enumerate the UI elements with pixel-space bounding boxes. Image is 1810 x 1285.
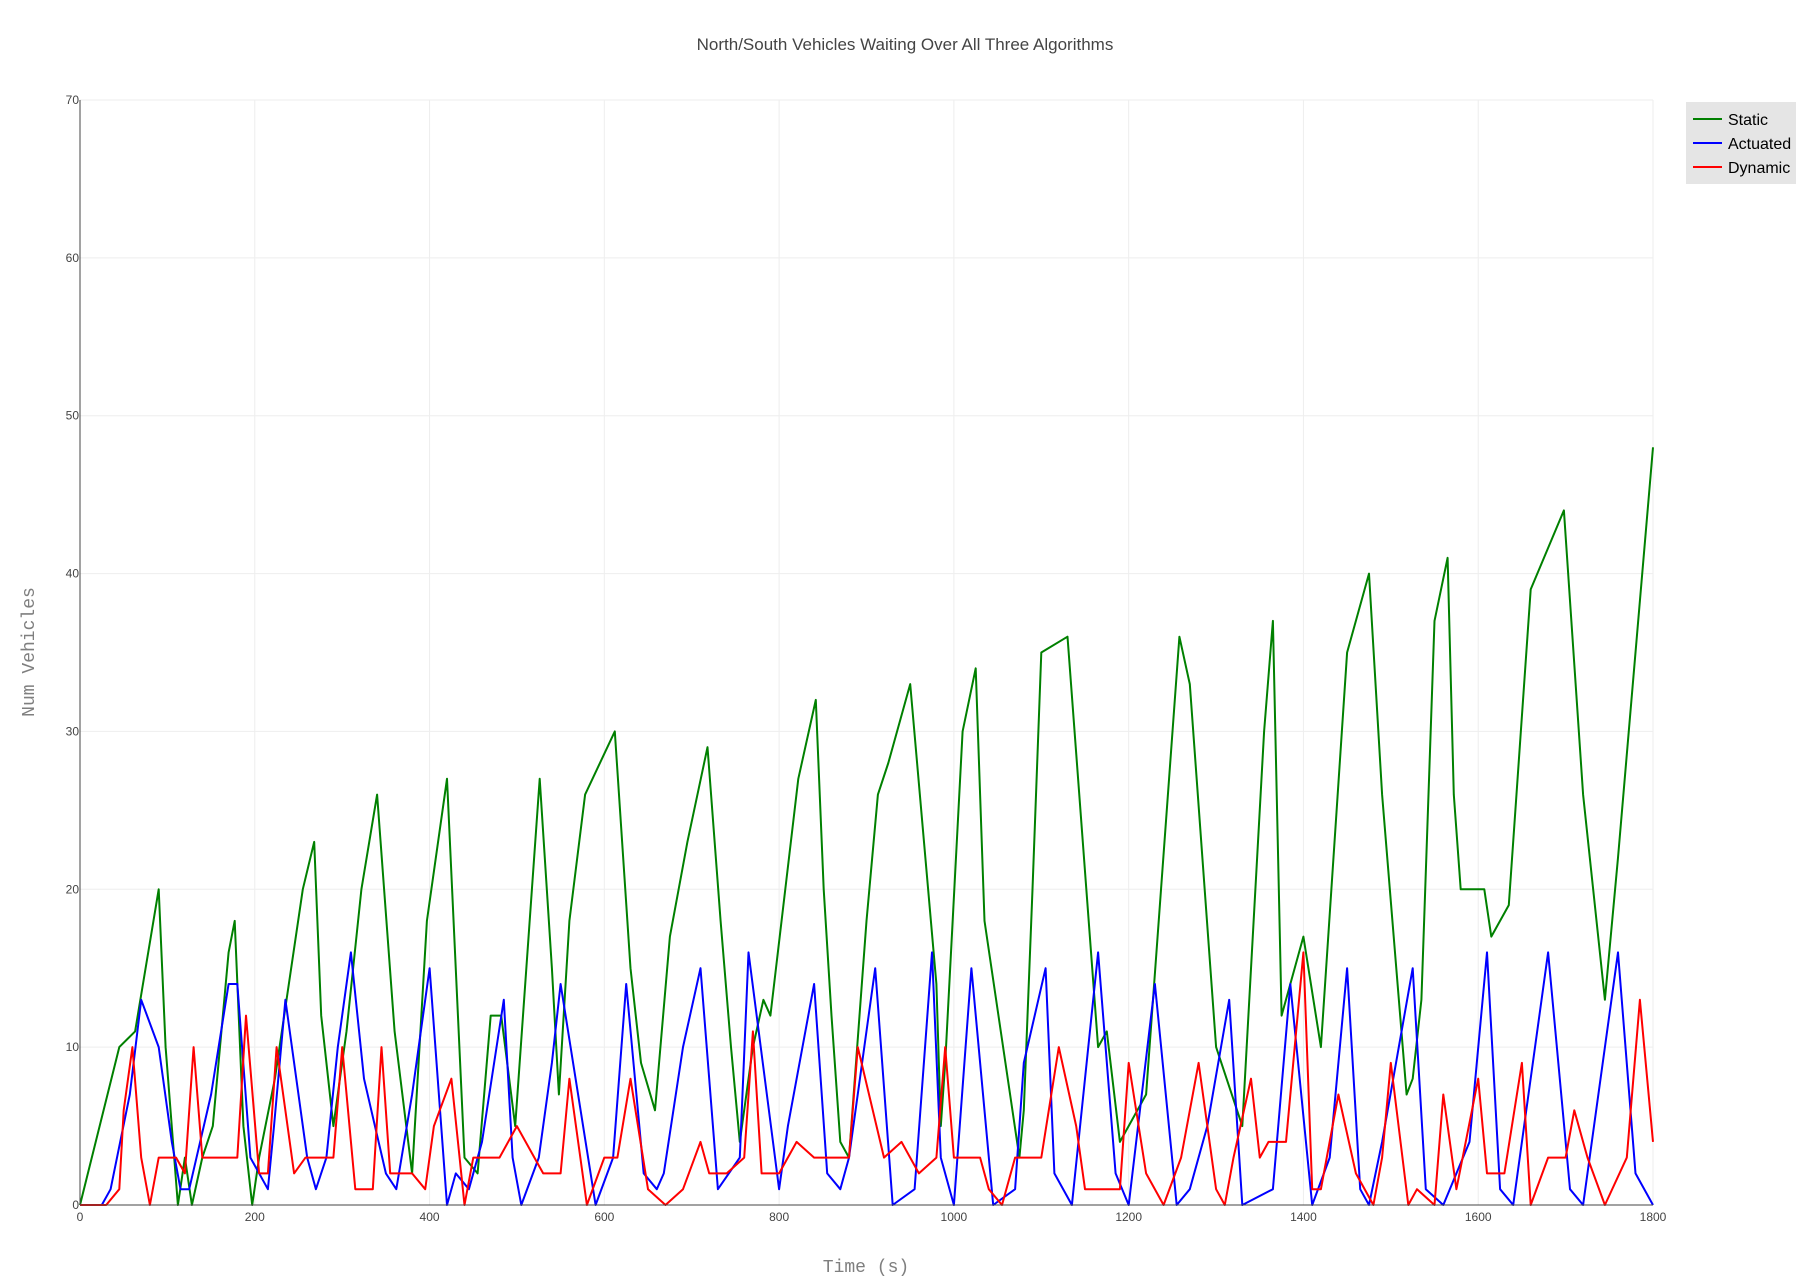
series-actuated-line [80,951,1654,1206]
y-tick-label: 40 [66,567,80,581]
series-static-line [79,447,1654,1206]
x-tick-label: 1200 [1115,1210,1142,1224]
legend: Static Actuated Dynamic [1686,102,1796,184]
y-tick-label: 30 [66,724,80,738]
x-tick-label: 800 [769,1210,789,1224]
x-tick-label: 600 [594,1210,614,1224]
legend-label-actuated: Actuated [1728,136,1791,153]
x-tick-label: 200 [245,1210,265,1224]
x-tick-label: 1400 [1290,1210,1317,1224]
legend-label-static: Static [1728,112,1768,129]
x-tick-label: 400 [420,1210,440,1224]
x-tick-label: 1800 [1640,1210,1667,1224]
axes [79,100,1653,1206]
x-axis-title: Time (s) [823,1258,909,1278]
x-tick-label: 1600 [1465,1210,1492,1224]
x-tick-label: 1000 [941,1210,968,1224]
chart-title: North/South Vehicles Waiting Over All Th… [697,35,1114,54]
legend-label-dynamic: Dynamic [1728,160,1790,177]
series-dynamic-line [80,951,1654,1206]
y-tick-label: 70 [66,93,80,107]
y-tick-label: 0 [72,1198,79,1212]
y-axis-title: Num Vehicles [20,587,40,717]
y-tick-label: 60 [66,251,80,265]
y-tick-label: 10 [66,1040,80,1054]
y-tick-label: 20 [66,882,80,896]
x-tick-label: 0 [77,1210,84,1224]
grid [80,99,1654,1205]
y-tick-labels: 0 10 20 30 40 50 60 70 [66,93,80,1212]
x-tick-labels: 0 200 400 600 800 1000 1200 1400 1600 1800 [77,1210,1667,1224]
y-tick-label: 50 [66,409,80,423]
series-lines [79,447,1654,1206]
